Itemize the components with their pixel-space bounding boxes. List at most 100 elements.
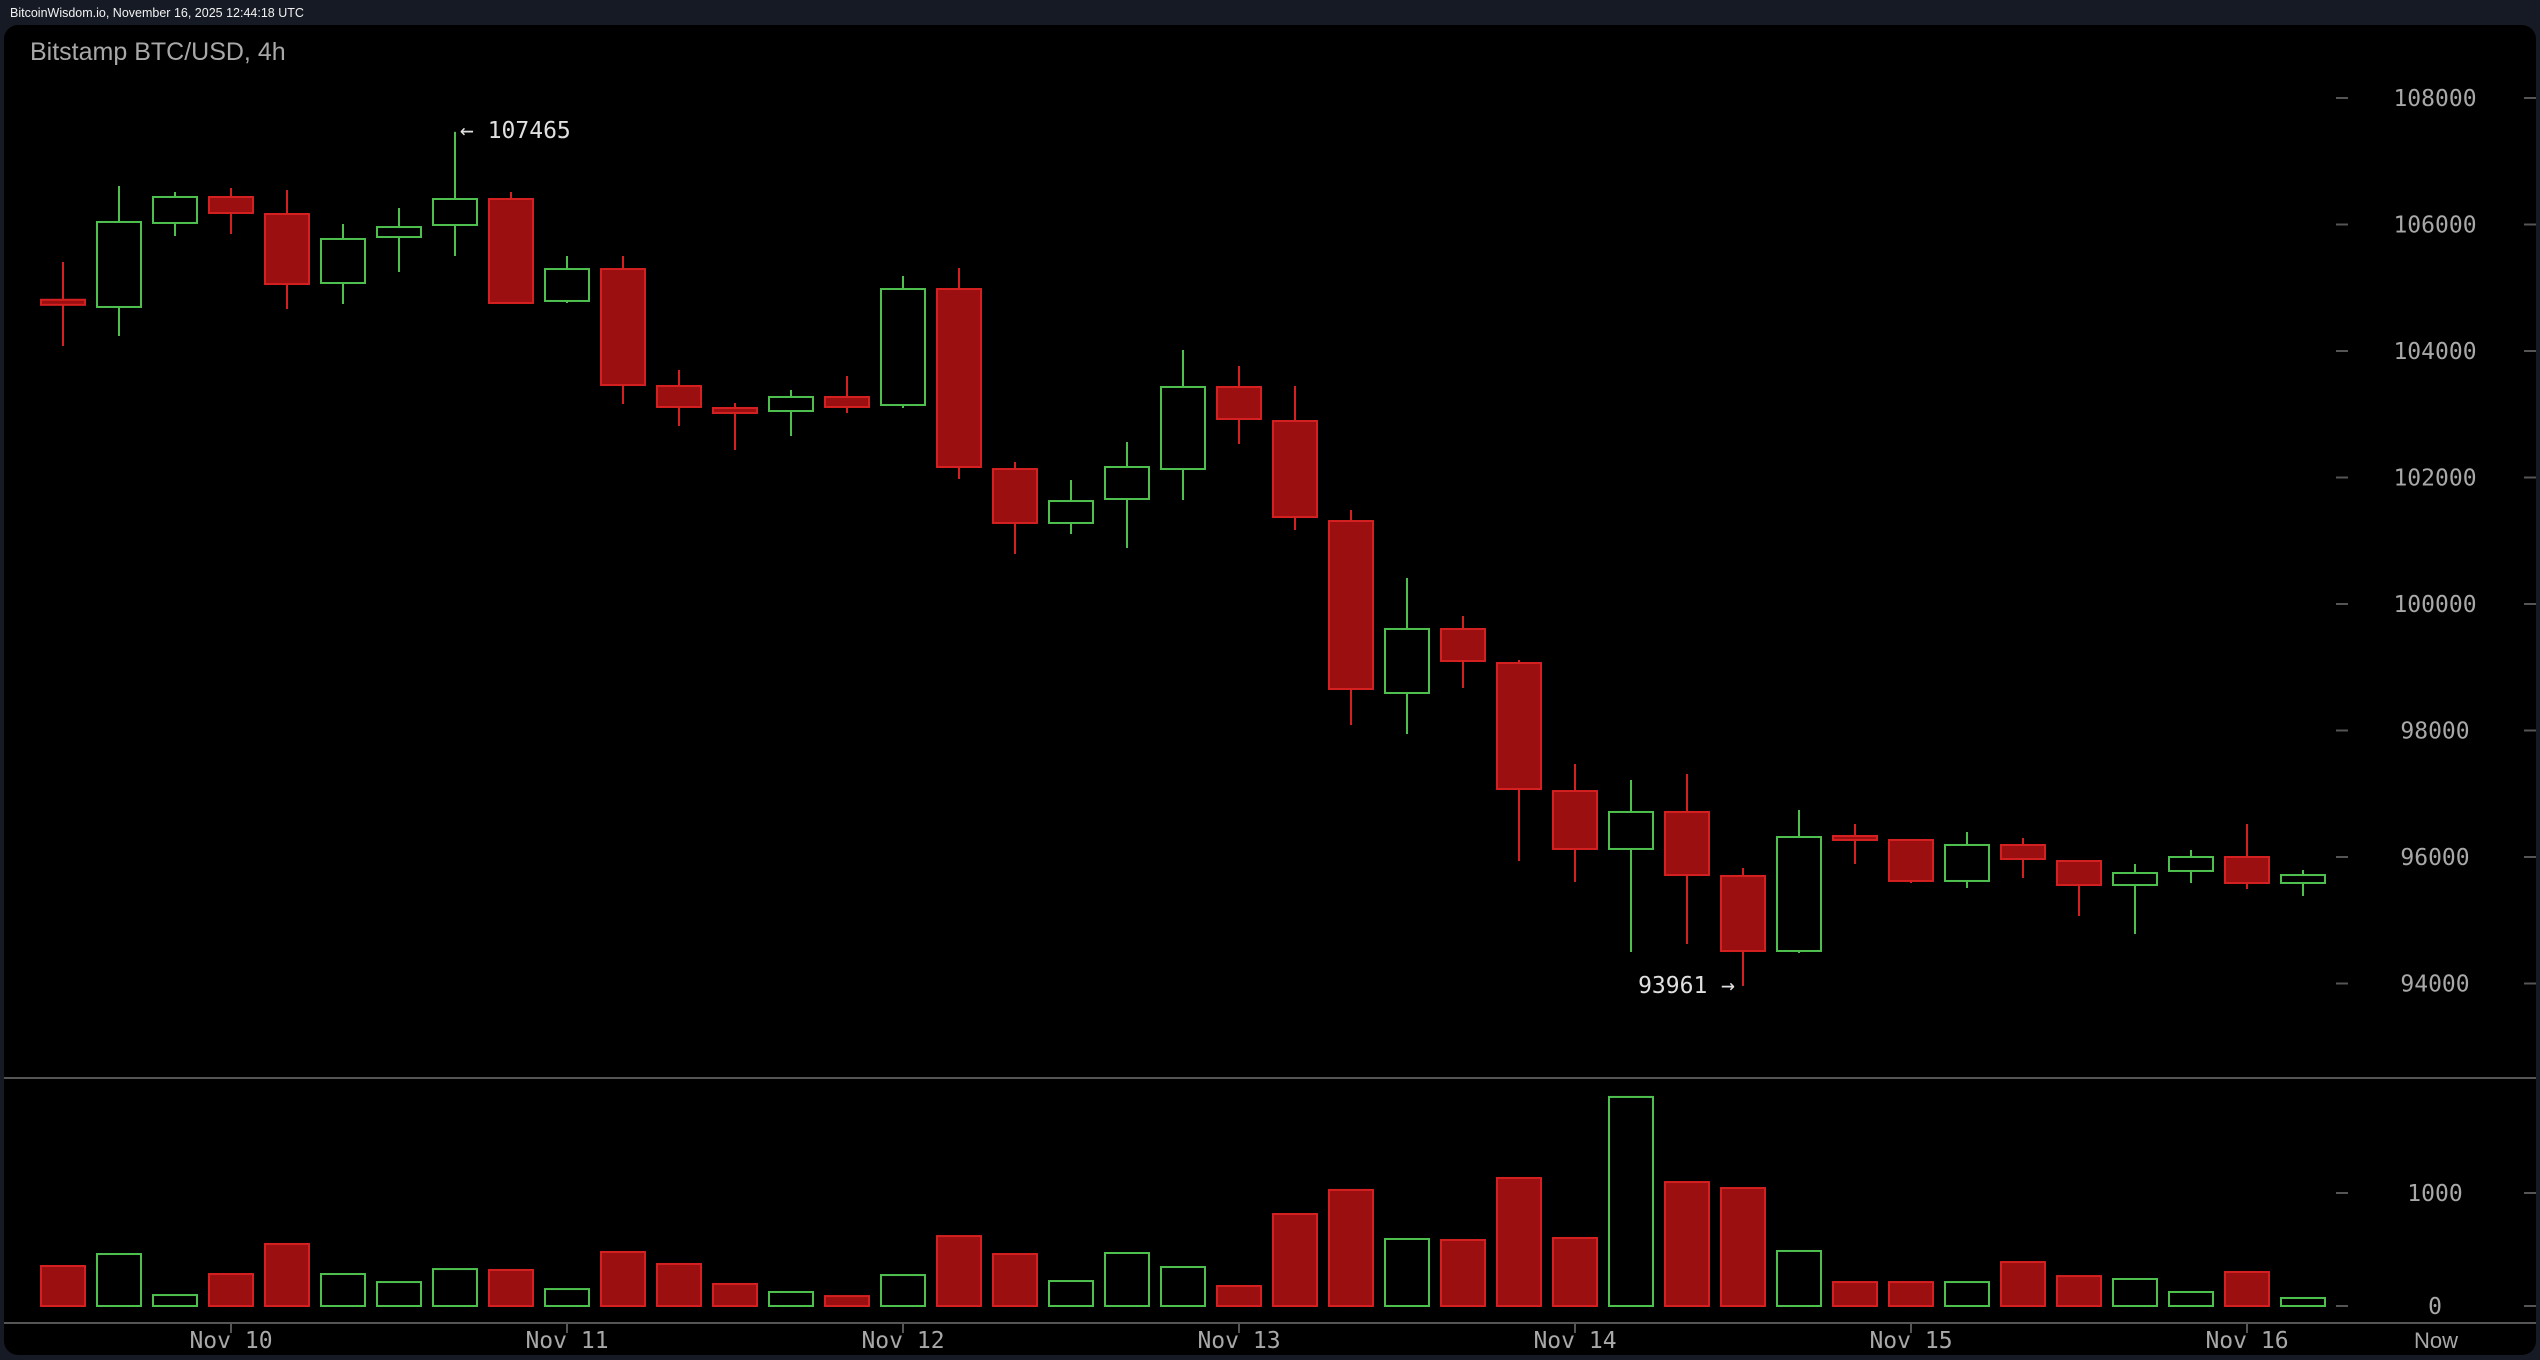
volume-bar-down[interactable]	[1496, 1176, 1542, 1307]
volume-bar-up[interactable]	[880, 1274, 926, 1307]
volume-bar-up[interactable]	[432, 1268, 478, 1307]
volume-bar-up[interactable]	[1160, 1266, 1206, 1308]
volume-bar-up[interactable]	[96, 1253, 142, 1308]
candle-up[interactable]	[768, 395, 814, 413]
candle-up[interactable]	[376, 226, 422, 239]
volume-bar-down[interactable]	[1664, 1181, 1710, 1307]
candle-up[interactable]	[1104, 466, 1150, 501]
volume-bar-down[interactable]	[208, 1273, 254, 1307]
volume-bar-up[interactable]	[768, 1290, 814, 1308]
candle-up[interactable]	[544, 268, 590, 302]
volume-bar-down[interactable]	[264, 1242, 310, 1308]
chart-panel: Bitstamp BTC/USD, 4h 94000 96000 98000 1000…	[4, 25, 2536, 1355]
volume-bar-down[interactable]	[712, 1282, 758, 1307]
volume-bar-down[interactable]	[1328, 1188, 1374, 1307]
candle-up[interactable]	[1048, 500, 1094, 524]
candle-down[interactable]	[712, 406, 758, 414]
volume-axis-label: 1000	[2407, 1181, 2462, 1207]
volume-bar-up[interactable]	[152, 1294, 198, 1307]
y-axis-label: 106000	[2393, 213, 2476, 239]
volume-bar-down[interactable]	[488, 1268, 534, 1308]
volume-bar-down[interactable]	[992, 1253, 1038, 1308]
volume-bar-up[interactable]	[544, 1288, 590, 1308]
candle-down[interactable]	[936, 288, 982, 469]
x-axis-now-label: Now	[2414, 1328, 2458, 1353]
y-axis-label: 96000	[2400, 845, 2469, 871]
candle-up[interactable]	[96, 220, 142, 308]
x-axis-label: Nov 11	[525, 1328, 608, 1354]
candle-down[interactable]	[656, 384, 702, 408]
candle-down[interactable]	[208, 195, 254, 214]
volume-bar-up[interactable]	[376, 1281, 422, 1307]
volume-bar-down[interactable]	[1720, 1187, 1766, 1307]
volume-bar-down[interactable]	[2224, 1270, 2270, 1308]
volume-bar-down[interactable]	[40, 1264, 86, 1308]
volume-bar-down[interactable]	[824, 1295, 870, 1308]
volume-bar-down[interactable]	[656, 1262, 702, 1307]
candle-down[interactable]	[824, 395, 870, 408]
candle-down[interactable]	[1272, 420, 1318, 519]
candle-down[interactable]	[1496, 662, 1542, 791]
candle-down[interactable]	[992, 468, 1038, 524]
volume-bar-down[interactable]	[1216, 1284, 1262, 1308]
x-axis-label: Nov 14	[1533, 1328, 1616, 1354]
volume-bar-down[interactable]	[1552, 1236, 1598, 1307]
volume-bar-down[interactable]	[600, 1250, 646, 1307]
volume-bar-up[interactable]	[1104, 1252, 1150, 1308]
volume-bar-up[interactable]	[2168, 1290, 2214, 1308]
volume-bar-down[interactable]	[936, 1235, 982, 1307]
candle-up[interactable]	[1944, 843, 1990, 882]
candle-down[interactable]	[264, 213, 310, 286]
y-axis-label: 104000	[2393, 339, 2476, 365]
volume-bar-up[interactable]	[2280, 1296, 2326, 1308]
volume-bar-down[interactable]	[1888, 1281, 1934, 1307]
candle-down[interactable]	[40, 298, 86, 306]
candle-up[interactable]	[2112, 872, 2158, 887]
candle-down[interactable]	[1328, 520, 1374, 691]
candle-down[interactable]	[2056, 859, 2102, 887]
volume-bar-down[interactable]	[1440, 1239, 1486, 1308]
candle-up[interactable]	[880, 288, 926, 407]
candle-up[interactable]	[320, 237, 366, 285]
volume-bar-down[interactable]	[1272, 1213, 1318, 1307]
source-timestamp: BitcoinWisdom.io, November 16, 2025 12:4…	[10, 6, 304, 20]
volume-bar-down[interactable]	[2056, 1275, 2102, 1308]
candlestick-chart[interactable]: 94000 96000 98000 100000 102000 104000 106000 1…	[4, 25, 2536, 1355]
candle-down[interactable]	[1440, 627, 1486, 662]
volume-bar-up[interactable]	[1776, 1249, 1822, 1307]
volume-bar-up[interactable]	[2112, 1277, 2158, 1308]
candle-up[interactable]	[152, 195, 198, 224]
candle-down[interactable]	[1720, 874, 1766, 952]
candle-up[interactable]	[2168, 856, 2214, 872]
x-axis-label: Nov 12	[861, 1328, 944, 1354]
volume-bar-up[interactable]	[1048, 1280, 1094, 1307]
candle-up[interactable]	[1384, 627, 1430, 694]
candle-up[interactable]	[1160, 385, 1206, 471]
volume-axis-label: 0	[2428, 1294, 2442, 1320]
high-price-annotation: ← 107465	[460, 118, 571, 144]
candle-up[interactable]	[1608, 810, 1654, 850]
volume-bar-up[interactable]	[1608, 1095, 1654, 1307]
volume-bar-up[interactable]	[1384, 1237, 1430, 1307]
x-axis-label: Nov 13	[1197, 1328, 1280, 1354]
candle-down[interactable]	[1552, 790, 1598, 850]
chart-title: Bitstamp BTC/USD, 4h	[30, 38, 286, 66]
candle-up[interactable]	[432, 198, 478, 227]
candle-down[interactable]	[2224, 856, 2270, 884]
candle-down[interactable]	[1888, 838, 1934, 882]
volume-bar-down[interactable]	[1832, 1281, 1878, 1307]
candle-down[interactable]	[488, 198, 534, 304]
x-axis-label: Nov 16	[2205, 1328, 2288, 1354]
candle-down[interactable]	[1216, 385, 1262, 420]
candle-down[interactable]	[2000, 843, 2046, 861]
candle-down[interactable]	[1664, 810, 1710, 877]
y-axis-label: 100000	[2393, 592, 2476, 618]
y-axis-label: 108000	[2393, 86, 2476, 112]
volume-bar-up[interactable]	[320, 1273, 366, 1307]
candle-up[interactable]	[1776, 836, 1822, 952]
candle-down[interactable]	[1832, 835, 1878, 841]
candle-up[interactable]	[2280, 874, 2326, 884]
volume-bar-up[interactable]	[1944, 1281, 1990, 1307]
volume-bar-down[interactable]	[2000, 1261, 2046, 1307]
candle-down[interactable]	[600, 268, 646, 387]
